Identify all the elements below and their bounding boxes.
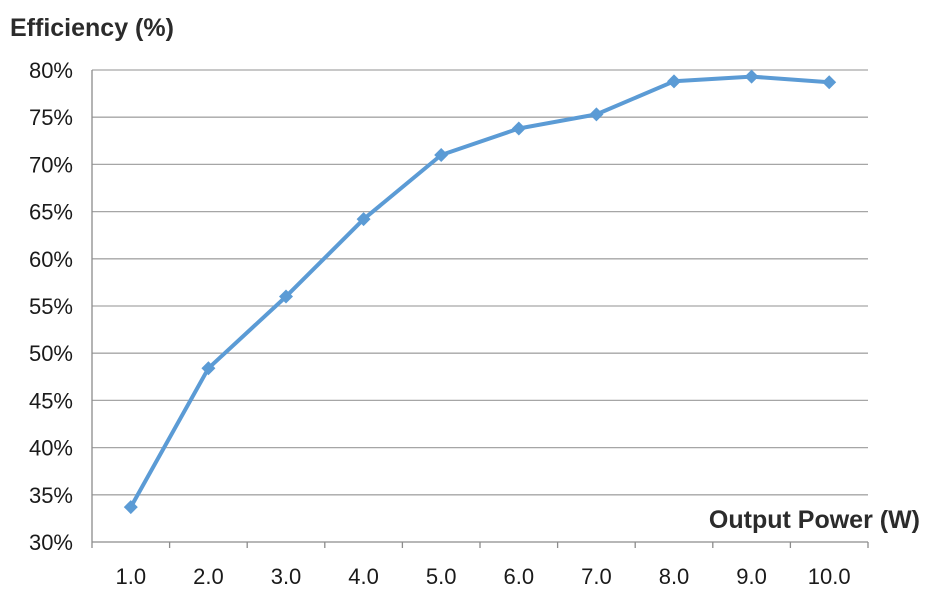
- x-axis-title: Output Power (W): [709, 506, 920, 534]
- y-tick-label: 80%: [29, 58, 73, 83]
- y-tick-labels: 30% 35% 40% 45% 50% 55% 60% 65% 70% 75% 80%: [29, 58, 73, 555]
- x-tick-label: 3.0: [271, 564, 302, 589]
- data-point-marker: [667, 74, 681, 89]
- data-point-marker: [123, 500, 138, 515]
- y-tick-label: 35%: [29, 483, 73, 508]
- data-point-marker: [744, 69, 759, 84]
- x-tick-label: 8.0: [659, 564, 690, 589]
- y-tick-label: 50%: [29, 341, 73, 366]
- data-point-markers: [123, 69, 837, 515]
- y-tick-label: 75%: [29, 105, 73, 130]
- x-tick-label: 9.0: [736, 564, 767, 589]
- y-tick-label: 30%: [29, 530, 73, 555]
- data-point-marker: [434, 147, 449, 162]
- gridlines: [91, 69, 869, 548]
- data-point-marker: [589, 107, 604, 122]
- y-tick-label: 40%: [29, 436, 73, 461]
- y-tick-label: 45%: [29, 388, 73, 413]
- x-tick-label: 7.0: [581, 564, 612, 589]
- x-tick-labels: 1.0 2.0 3.0 4.0 5.0 6.0 7.0 8.0 9.0 10.0: [116, 564, 851, 589]
- x-tick-label: 4.0: [348, 564, 379, 589]
- efficiency-line: [128, 74, 832, 510]
- y-tick-label: 70%: [29, 152, 73, 177]
- data-point-marker: [201, 361, 216, 376]
- data-point-marker: [822, 75, 837, 90]
- x-tick-label: 6.0: [504, 564, 535, 589]
- data-point-marker: [279, 289, 293, 304]
- y-tick-label: 60%: [29, 247, 73, 272]
- data-point-marker: [356, 212, 371, 227]
- x-tick-label: 10.0: [808, 564, 851, 589]
- x-tick-label: 5.0: [426, 564, 457, 589]
- y-tick-label: 65%: [29, 200, 73, 225]
- y-tick-label: 55%: [29, 294, 73, 319]
- data-point-marker: [511, 121, 526, 136]
- x-tick-label: 1.0: [116, 564, 147, 589]
- x-tick-label: 2.0: [193, 564, 224, 589]
- y-axis-title: Efficiency (%): [10, 14, 174, 42]
